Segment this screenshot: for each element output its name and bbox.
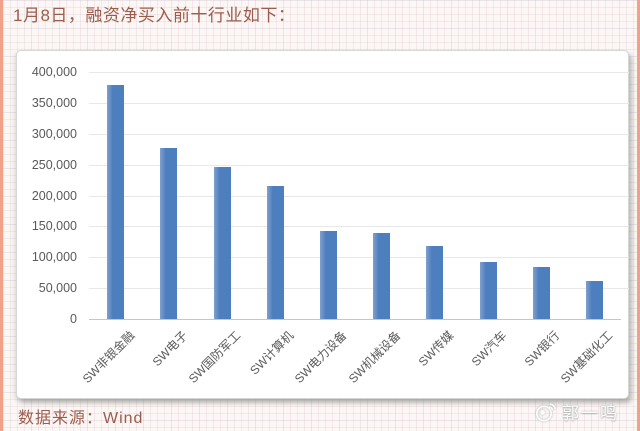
page-title: 1月8日，融资净买入前十行业如下： (13, 6, 296, 25)
gridline (89, 226, 629, 228)
y-axis-tick-label: 400,000 (31, 65, 77, 79)
plot-area: 0 50,000 100,000 150,000 200,000 250,000 300,0… (17, 51, 629, 398)
data-source-label: 数据来源：Wind (18, 410, 144, 427)
y-axis-tick-label: 150,000 (31, 219, 77, 234)
bar (373, 232, 391, 319)
gridline (89, 72, 629, 73)
watermark: 郭一鸣 (535, 399, 619, 424)
gridline (89, 195, 629, 197)
y-axis-tick-label: 350,000 (31, 95, 77, 110)
bar (585, 280, 603, 319)
chart-panel: 0 50,000 100,000 150,000 200,000 250,000 300,0… (16, 50, 629, 399)
bar (532, 266, 550, 319)
x-axis-line (89, 319, 621, 320)
weibo-icon (535, 402, 557, 422)
bar (266, 186, 284, 319)
bar (426, 245, 444, 319)
y-axis-tick-label: 300,000 (31, 126, 77, 141)
gridline (89, 257, 629, 259)
gridline (89, 133, 629, 135)
gridline (89, 164, 629, 166)
y-axis-tick-label: 250,000 (31, 157, 77, 172)
bar (107, 84, 125, 319)
bar (160, 147, 178, 319)
bar (319, 231, 337, 319)
gridline (89, 102, 629, 104)
y-axis-tick-label: 200,000 (31, 188, 77, 203)
bar (479, 262, 497, 319)
y-axis-tick-label: 50,000 (38, 281, 77, 296)
watermark-text: 郭一鸣 (562, 404, 619, 423)
y-axis-tick-label: 0 (70, 312, 77, 326)
bar (213, 167, 231, 319)
gridline (89, 288, 629, 290)
y-axis-tick-label: 100,000 (31, 250, 77, 265)
